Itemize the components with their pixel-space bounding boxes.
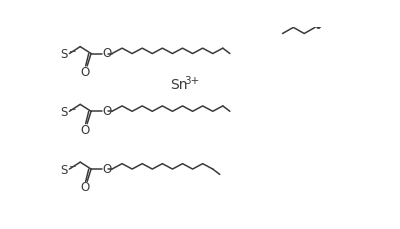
Text: O: O (103, 105, 112, 117)
Text: O: O (80, 123, 90, 136)
Text: Sn: Sn (170, 78, 188, 92)
Text: −: − (68, 161, 75, 170)
Text: −: − (68, 46, 75, 55)
Text: 3+: 3+ (184, 75, 199, 85)
Text: O: O (103, 162, 112, 175)
Text: S: S (60, 163, 68, 176)
Text: O: O (80, 180, 90, 194)
Text: S: S (60, 105, 68, 118)
Text: O: O (80, 65, 90, 78)
Text: S: S (60, 48, 68, 61)
Text: −: − (68, 104, 75, 112)
Text: O: O (103, 47, 112, 60)
